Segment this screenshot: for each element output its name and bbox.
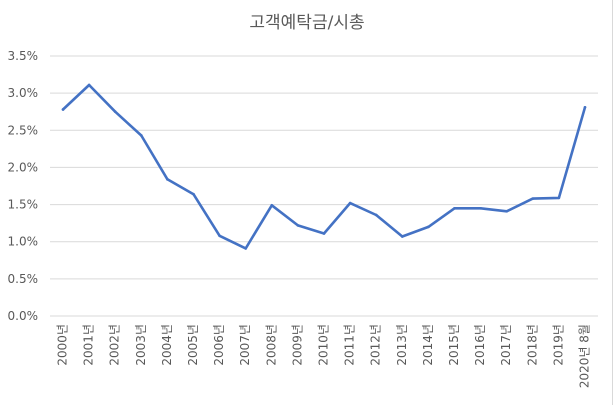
data-point (113, 110, 117, 114)
x-tick-label: 2009년 (290, 324, 304, 366)
y-tick-label: 0.5% (8, 272, 39, 286)
y-tick-label: 3.5% (8, 49, 39, 63)
data-point (140, 134, 143, 137)
x-tick-label: 2001년 (82, 324, 96, 366)
x-tick-label: 2010년 (317, 324, 331, 366)
x-tick-label: 2013년 (395, 324, 409, 366)
y-tick-label: 2.0% (8, 160, 39, 174)
y-tick-label: 3.0% (8, 86, 39, 100)
x-tick-label: 2006년 (212, 324, 226, 366)
x-tick-label: 2008년 (264, 324, 278, 366)
y-tick-label: 1.5% (8, 198, 39, 212)
data-point (322, 232, 326, 235)
data-point (505, 209, 508, 213)
x-tick-label: 2019년 (551, 324, 565, 366)
gridlines (50, 55, 598, 317)
x-tick-label: 2012년 (369, 324, 383, 366)
data-point (87, 83, 91, 87)
data-point (427, 225, 430, 229)
x-tick-label: 2020년 8월 (577, 324, 591, 388)
x-tick-label: 2011년 (343, 324, 357, 366)
x-tick-label: 2014년 (421, 324, 435, 366)
x-tick-label: 2004년 (160, 324, 174, 366)
x-tick-label: 2003년 (134, 324, 148, 366)
data-point (61, 108, 65, 111)
x-tick-label: 2005년 (186, 324, 200, 366)
data-point (192, 192, 195, 196)
y-tick-label: 2.5% (8, 123, 39, 137)
data-point (218, 234, 221, 238)
chart-title: 고객예탁금/시총 (249, 13, 364, 33)
data-point (583, 105, 587, 109)
y-tick-label: 0.0% (8, 309, 39, 323)
data-point (270, 204, 274, 207)
x-tick-label: 2016년 (473, 324, 487, 366)
x-tick-label: 2007년 (238, 324, 252, 366)
data-point (531, 197, 535, 200)
data-point (296, 224, 300, 227)
x-tick-label: 2015년 (447, 324, 461, 366)
y-axis-tick-labels: 0.0% 0.5% 1.0% 1.5% 2.0% 2.5% 3.0% 3.5% (8, 49, 39, 323)
x-tick-label: 2002년 (108, 324, 122, 366)
series-line (61, 83, 587, 250)
data-point (348, 201, 352, 205)
data-point (479, 206, 482, 210)
y-tick-label: 1.0% (8, 235, 39, 249)
data-point (557, 196, 561, 200)
x-tick-label: 2018년 (525, 324, 539, 366)
data-point (166, 178, 169, 181)
panel-border (612, 0, 613, 405)
series-layer (61, 83, 587, 250)
data-point (374, 213, 378, 217)
data-point (400, 235, 404, 238)
data-point (453, 206, 456, 210)
data-point (244, 247, 248, 250)
x-tick-label: 2000년 (56, 324, 70, 366)
x-axis-tick-labels: 2000년 2001년 2002년 2003년 2004년 2005년 2006년 2007년… (56, 324, 592, 388)
x-tick-label: 2017년 (499, 324, 513, 366)
